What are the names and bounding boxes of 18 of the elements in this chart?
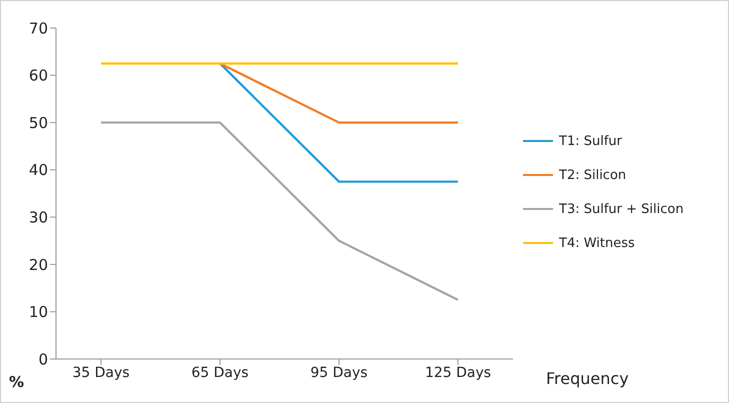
y-tick-label: 10 <box>28 303 48 322</box>
y-tick-label: 20 <box>28 256 48 274</box>
x-axis-title: Frequency <box>546 369 629 388</box>
x-tick-label: 95 Days <box>310 364 368 381</box>
y-tick-label: 30 <box>28 208 48 226</box>
x-tick-label: 125 Days <box>424 364 492 381</box>
legend-label: T1: Sulfur <box>559 134 622 148</box>
y-tick-label: 70 <box>28 19 48 38</box>
y-tick-label: 60 <box>28 66 48 85</box>
legend-label: T3: Sulfur + Silicon <box>559 202 684 216</box>
y-tick-label: 40 <box>28 161 48 180</box>
x-tick-label: 35 Days <box>72 364 130 381</box>
y-tick-label: 0 <box>38 350 48 368</box>
y-axis-title: % <box>9 373 24 391</box>
x-tick-label: 65 Days <box>191 364 249 381</box>
legend-label: T4: Witness <box>559 236 635 250</box>
y-tick-label: 50 <box>28 114 48 132</box>
legend-label: T2: Silicon <box>559 168 626 182</box>
